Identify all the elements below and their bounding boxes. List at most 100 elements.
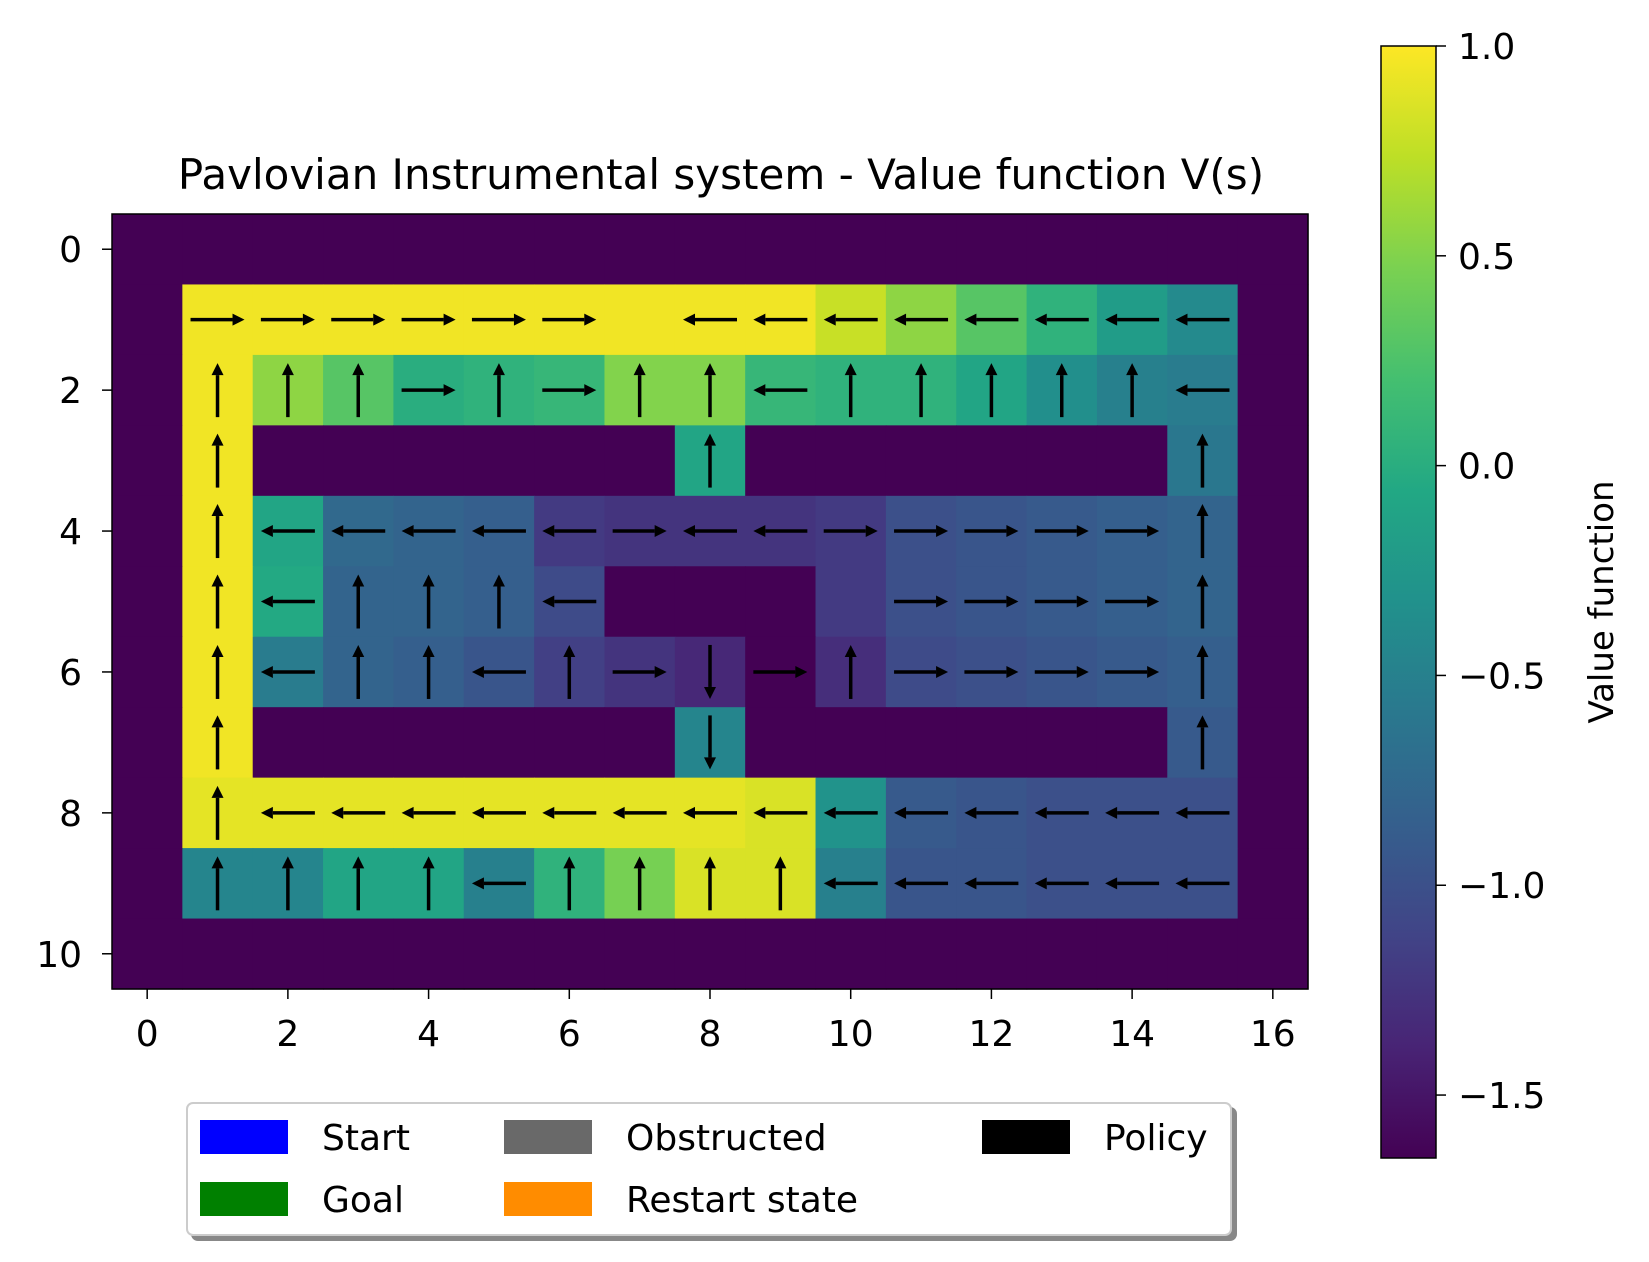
legend-entry: Policy — [982, 1118, 1208, 1159]
heatmap-cell — [604, 214, 676, 286]
policy-arrow — [894, 665, 949, 678]
heatmap-cell — [112, 636, 183, 708]
legend-entry: Goal — [200, 1180, 404, 1221]
heatmap-cell — [815, 707, 887, 779]
heatmap-cell — [1237, 425, 1309, 497]
heatmap-cell — [534, 707, 606, 779]
policy-arrow — [985, 363, 998, 418]
policy-arrow — [1034, 595, 1089, 608]
heatmap-cell — [885, 214, 957, 286]
heatmap-cell — [534, 425, 606, 497]
heatmap-cell — [252, 425, 324, 497]
policy-arrow — [1034, 525, 1089, 538]
x-axis: 0 2 4 6 8 10 12 14 16 — [136, 989, 1296, 1055]
x-tick-label: 12 — [969, 1014, 1015, 1055]
policy-arrow — [542, 595, 597, 608]
heatmap-cell — [112, 918, 183, 990]
policy-arrow — [1055, 363, 1068, 418]
heatmap-cell — [252, 707, 324, 779]
heatmap-cell — [112, 848, 183, 920]
policy-arrow — [211, 504, 224, 559]
x-tick-label: 4 — [417, 1014, 440, 1055]
heatmap-cell — [815, 566, 887, 638]
policy-arrow — [331, 806, 386, 819]
policy-arrow — [1105, 525, 1160, 538]
heatmap-cell — [112, 214, 183, 286]
policy-arrow — [211, 433, 224, 488]
policy-arrow — [352, 856, 365, 911]
policy-arrow — [704, 433, 716, 488]
policy-arrow — [612, 525, 667, 538]
policy-arrow — [753, 806, 808, 819]
heatmap-cell — [745, 707, 817, 779]
policy-arrow — [542, 525, 597, 538]
heatmap-cell — [604, 566, 676, 638]
heatmap-cell — [1096, 425, 1168, 497]
colorbar-tick-label: −1.5 — [1458, 1076, 1545, 1117]
legend-label: Start — [322, 1118, 410, 1159]
policy-arrow — [964, 313, 1019, 326]
colorbar-label: Value function — [1582, 480, 1622, 723]
legend-swatch — [200, 1120, 288, 1154]
legend-swatch — [200, 1182, 288, 1216]
policy-arrow — [401, 806, 456, 819]
y-tick-label: 8 — [59, 794, 82, 835]
y-tick-label: 0 — [59, 230, 82, 271]
heatmap-cell — [1237, 918, 1309, 990]
heatmap-cell — [745, 425, 817, 497]
heatmap-cell — [112, 425, 183, 497]
policy-arrow — [894, 525, 949, 538]
heatmap-cell — [1167, 918, 1239, 990]
heatmap-cell — [463, 918, 535, 990]
policy-arrow — [563, 644, 576, 699]
policy-arrow — [1105, 806, 1160, 819]
policy-arrow — [704, 363, 716, 418]
policy-arrow — [612, 806, 667, 819]
heatmap-cell — [112, 495, 183, 567]
policy-arrow — [471, 806, 526, 819]
heatmap-cell — [745, 566, 817, 638]
policy-arrow — [542, 384, 597, 397]
heatmap-cell — [1237, 636, 1309, 708]
policy-arrow — [260, 313, 315, 326]
policy-arrow — [1175, 313, 1230, 326]
policy-arrow — [401, 384, 456, 397]
x-tick-label: 2 — [276, 1014, 299, 1055]
heatmap-cell — [1237, 495, 1309, 567]
policy-arrow — [1196, 433, 1209, 488]
legend-swatch — [504, 1120, 592, 1154]
policy-arrow — [190, 313, 245, 326]
policy-arrow — [823, 525, 878, 538]
heatmap-cell — [393, 425, 465, 497]
policy-arrow — [492, 574, 505, 629]
legend-entry: Obstructed — [504, 1118, 827, 1159]
policy-arrow — [401, 525, 456, 538]
policy-arrow — [964, 595, 1019, 608]
policy-arrow — [753, 313, 808, 326]
heatmap-cell — [1096, 918, 1168, 990]
heatmap-cell — [1026, 707, 1098, 779]
legend-frame — [186, 1102, 1232, 1236]
heatmap-cell — [393, 918, 465, 990]
policy-arrow — [633, 856, 646, 911]
heatmap-cell — [745, 918, 817, 990]
policy-arrow — [331, 525, 386, 538]
x-tick-label: 10 — [828, 1014, 874, 1055]
heatmap-cell — [956, 918, 1028, 990]
policy-arrow — [964, 806, 1019, 819]
policy-arrow — [964, 665, 1019, 678]
heatmap-cell — [885, 425, 957, 497]
chart-title: Pavlovian Instrumental system - Value fu… — [178, 150, 1264, 199]
policy-arrow — [753, 525, 808, 538]
policy-arrow — [1175, 384, 1230, 397]
heatmap-cell — [674, 214, 746, 286]
heatmap-cell — [815, 214, 887, 286]
policy-arrow-layer — [190, 313, 1230, 911]
policy-arrow — [260, 595, 315, 608]
heatmap-cell — [534, 214, 606, 286]
policy-arrow — [844, 363, 857, 418]
heatmap-cell — [323, 707, 395, 779]
policy-arrow — [211, 574, 224, 629]
policy-arrow — [1105, 595, 1160, 608]
heatmap-cell — [1167, 214, 1239, 286]
